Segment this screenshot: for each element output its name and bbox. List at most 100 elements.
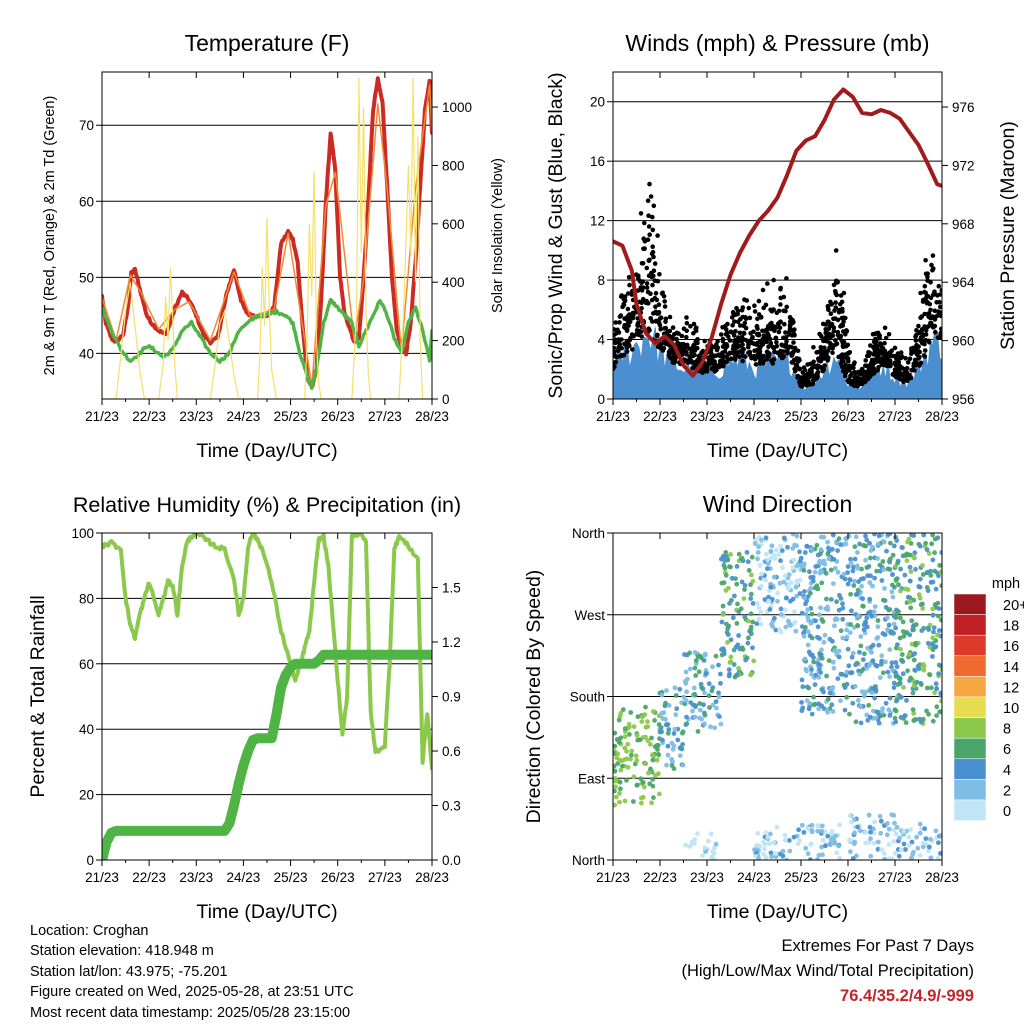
gust-point [788,319,793,325]
direction-point [898,694,904,700]
direction-point [626,722,632,727]
gust-point [938,330,942,336]
direction-point [712,845,717,851]
direction-point [891,680,897,686]
direction-point [763,535,769,541]
direction-point [670,746,676,752]
gust-point [651,268,657,274]
direction-point [709,688,715,694]
direction-point [825,607,831,613]
direction-point [911,683,917,689]
direction-point [920,572,926,577]
series-solar [102,77,432,399]
elevation-text: Station elevation: 418.948 m [30,943,214,960]
direction-point [932,568,938,574]
gust-point [922,348,928,353]
gust-point [920,340,925,346]
gust-point [933,330,938,335]
gust-point [684,328,689,334]
direction-point [799,677,805,683]
x-tick-label: 26/23 [831,409,865,424]
direction-point [757,562,763,568]
y-tick-label: 8 [597,273,605,288]
direction-point [776,552,782,557]
direction-point [912,651,918,656]
direction-point [700,853,705,858]
x-tick-label: 27/23 [878,870,912,885]
gust-point [768,341,774,346]
direction-point [720,646,726,651]
gust-point [896,355,902,361]
gust-point [835,280,840,285]
direction-point [697,715,702,721]
gust-point [923,332,929,337]
gust-point [778,285,783,291]
direction-point [663,716,668,722]
direction-point [823,570,829,576]
gust-point [902,367,908,373]
direction-point [804,668,809,674]
gust-point [903,374,908,380]
direction-point [921,533,927,538]
direction-point [666,703,672,708]
gust-point [912,368,917,373]
gust-point [833,316,838,321]
direction-point [658,725,664,730]
direction-point [677,686,683,692]
direction-point [820,852,825,858]
direction-point [910,690,916,696]
direction-point [896,582,901,588]
direction-point [872,604,878,609]
gust-point [622,341,627,347]
gust-point [905,378,910,384]
direction-point [717,714,722,719]
direction-point [690,708,695,714]
gust-point [691,343,697,348]
direction-point [736,551,742,557]
direction-point [854,853,859,859]
y2-tick-label: 956 [952,392,975,407]
direction-point [911,597,917,603]
gust-point [732,348,737,353]
direction-point [687,650,692,656]
x-axis-label: Time (Day/UTC) [196,440,337,462]
direction-point [763,830,769,836]
y-axis-label: Sonic/Prop Wind & Gust (Blue, Black) [545,72,567,398]
direction-point [880,670,886,676]
direction-point [746,635,751,641]
direction-point [799,610,805,616]
gust-point [812,363,817,369]
x-tick-label: 28/23 [925,409,959,424]
gust-point [924,295,929,300]
direction-point [859,583,864,589]
direction-point [796,827,801,833]
y-tick-label: 70 [79,118,94,133]
direction-point [801,563,806,569]
direction-point [879,658,884,664]
direction-point [926,848,931,854]
direction-point [784,857,789,860]
gust-point [688,354,694,360]
gust-point [840,343,846,349]
direction-point [916,666,922,672]
direction-point [930,579,936,585]
direction-point [879,709,885,714]
direction-point [863,557,868,563]
gust-point [655,278,661,284]
gust-point [846,359,851,364]
direction-point [937,628,942,633]
direction-point [673,712,679,718]
direction-point [916,592,922,598]
direction-point [891,621,897,627]
gust-point [627,282,632,288]
gust-point [916,344,921,349]
direction-point [732,593,737,599]
direction-point [888,556,893,562]
gust-point [920,326,925,332]
direction-point [811,659,816,665]
direction-point [742,583,748,588]
gust-point [833,291,838,296]
direction-point [891,839,897,844]
direction-point [762,597,768,602]
direction-point [710,664,715,670]
